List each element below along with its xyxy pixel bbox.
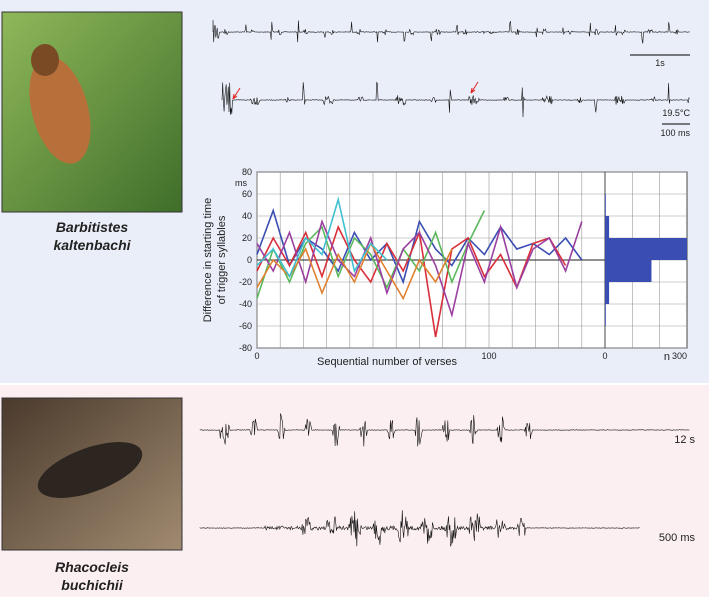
- y-tick-label: -20: [239, 277, 252, 287]
- species-name: Rhacocleis: [55, 559, 129, 575]
- bar: [605, 282, 610, 304]
- species-name: Barbitistes: [56, 219, 129, 235]
- insect-head: [31, 44, 59, 76]
- x-tick-label: 0: [254, 351, 259, 361]
- series-line: [256, 196, 388, 279]
- bar: [605, 260, 652, 282]
- oscillogram: [221, 81, 690, 118]
- x-axis-label: Sequential number of verses: [317, 356, 458, 368]
- y-tick-label: 0: [247, 255, 252, 265]
- species-name: kaltenbachi: [53, 237, 131, 253]
- y-tick-label: -80: [239, 343, 252, 353]
- series-line: [256, 207, 583, 285]
- y-tick-label: -40: [239, 299, 252, 309]
- x-tick-label: 300: [672, 351, 687, 361]
- x-axis-label: n: [664, 351, 670, 363]
- scale-label: 500 ms: [659, 532, 696, 544]
- insect: [37, 442, 143, 498]
- arrow: [470, 81, 479, 94]
- arrow: [232, 87, 241, 100]
- y-unit: ms: [235, 178, 247, 188]
- bar: [605, 304, 606, 326]
- oscillogram: [199, 413, 690, 447]
- y-tick-label: 20: [242, 233, 252, 243]
- y-tick-label: 60: [242, 189, 252, 199]
- bar: [605, 194, 606, 216]
- x-tick-label: 100: [481, 351, 496, 361]
- scale-label: 12 s: [674, 434, 695, 446]
- photo: [1, 11, 183, 213]
- temperature: 19.5°C: [662, 108, 690, 118]
- y-tick-label: 40: [242, 211, 252, 221]
- y-axis-label: Difference in starting time: [202, 198, 214, 323]
- x-tick-label: 0: [602, 351, 607, 361]
- insect: [29, 56, 91, 164]
- bar: [605, 216, 610, 238]
- y-tick-label: 80: [242, 167, 252, 177]
- scale-label: 1s: [655, 58, 665, 68]
- species-name: buchichii: [61, 577, 124, 593]
- scale-label: 100 ms: [660, 128, 690, 138]
- bar: [605, 238, 687, 260]
- oscillogram: [199, 510, 640, 547]
- oscillogram: [212, 19, 690, 44]
- y-axis-label: of trigger syllables: [216, 215, 228, 304]
- series-line: [256, 210, 486, 299]
- y-tick-label: -60: [239, 321, 252, 331]
